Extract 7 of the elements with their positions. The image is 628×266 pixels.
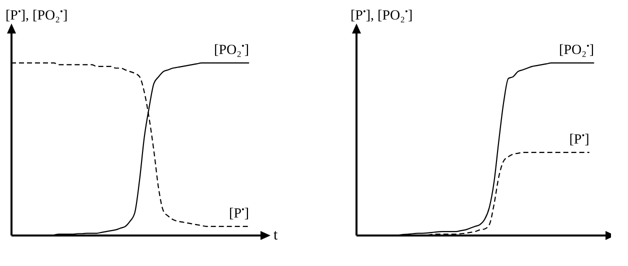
y-axis-title: [P$^{•}$], [PO₂$^{•}$] <box>6 6 68 24</box>
series-label: [PO₂$^{•}$] <box>559 41 594 58</box>
x-axis-title: t <box>274 228 278 244</box>
series-label: [P$^{•}$] <box>569 130 590 148</box>
series-label: [P$^{•}$] <box>229 204 250 222</box>
y-axis-title: [P$^{•}$], [PO₂$^{•}$] <box>350 6 413 24</box>
series-label: [PO₂$^{•}$] <box>214 41 250 58</box>
